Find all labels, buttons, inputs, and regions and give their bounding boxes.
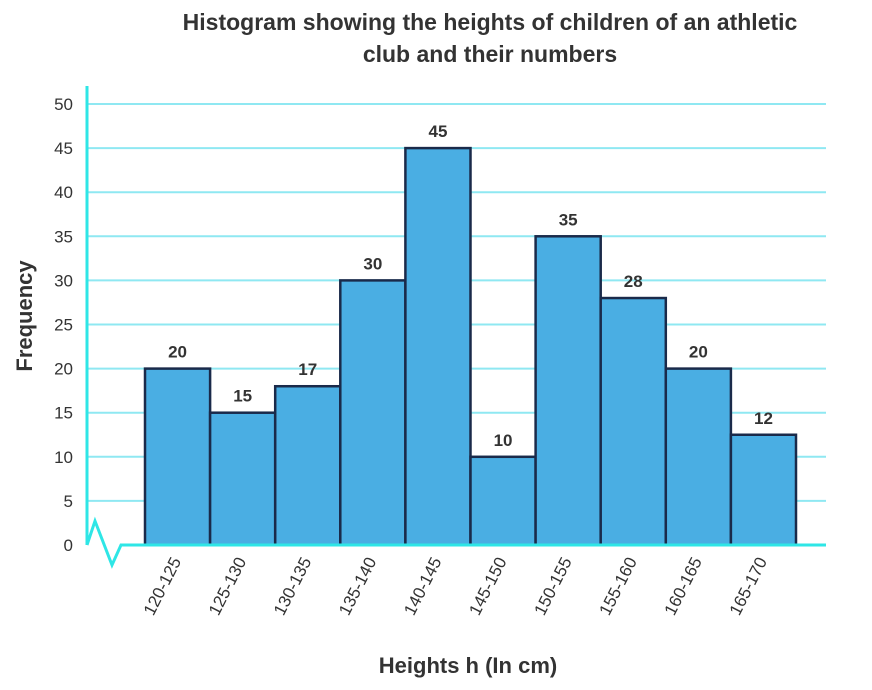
y-axis-title: Frequency (12, 260, 37, 372)
bar-120-125 (143, 367, 212, 547)
y-tick-label: 45 (54, 139, 73, 158)
data-label: 10 (494, 431, 513, 450)
x-tick-label: 165-170 (726, 554, 771, 618)
x-tick-label: 160-165 (661, 554, 706, 618)
data-label: 28 (624, 272, 643, 291)
x-axis-title: Heights h (In cm) (379, 653, 557, 678)
axis-break-mark (85, 516, 145, 569)
bars (143, 146, 798, 547)
y-tick-label: 35 (54, 227, 73, 246)
bar-145-150 (469, 455, 537, 547)
bar-155-160 (599, 296, 668, 547)
bar-140-145 (404, 146, 472, 547)
bar-125-130 (208, 411, 277, 547)
x-tick-label: 125-130 (205, 554, 250, 618)
y-tick-label: 15 (54, 404, 73, 423)
y-tick-label: 20 (54, 360, 73, 379)
y-tick-label: 40 (54, 183, 73, 202)
bar-150-155 (534, 235, 602, 547)
bar-130-135 (273, 384, 342, 547)
data-labels: 20 15 17 30 45 10 35 28 20 12 (168, 122, 773, 450)
y-tick-label: 0 (64, 536, 73, 555)
x-tick-label: 140-145 (400, 554, 445, 618)
y-tick-label: 5 (64, 492, 73, 511)
data-label: 15 (233, 387, 252, 406)
data-label: 45 (428, 122, 447, 141)
y-tick-labels: 0 5 10 15 20 25 30 35 40 45 50 (54, 95, 73, 555)
x-tick-label: 155-160 (596, 554, 641, 618)
data-label: 17 (298, 360, 317, 379)
data-label: 20 (168, 343, 187, 362)
chart-title-line-2: club and their numbers (362, 41, 618, 67)
y-tick-label: 30 (54, 271, 73, 290)
data-label: 12 (754, 409, 773, 428)
bar-165-170 (729, 433, 798, 547)
data-label: 20 (689, 343, 708, 362)
x-tick-label: 150-155 (530, 554, 575, 618)
y-tick-label: 10 (54, 448, 73, 467)
x-tick-label: 130-135 (270, 554, 315, 618)
bar-135-140 (339, 279, 407, 547)
data-label: 35 (559, 210, 578, 229)
x-tick-labels: 120-125 125-130 130-135 135-140 140-145 145-1… (140, 554, 771, 618)
bar-160-165 (664, 367, 733, 547)
y-tick-label: 25 (54, 316, 73, 335)
x-tick-label: 120-125 (140, 554, 185, 618)
axes (85, 86, 826, 569)
data-label: 30 (363, 254, 382, 273)
chart-title: Histogram showing the heights of childre… (110, 6, 870, 70)
chart-title-line-1: Histogram showing the heights of childre… (182, 9, 798, 35)
x-tick-label: 145-150 (465, 554, 510, 618)
x-tick-label: 135-140 (335, 554, 380, 618)
y-tick-label: 50 (54, 95, 73, 114)
